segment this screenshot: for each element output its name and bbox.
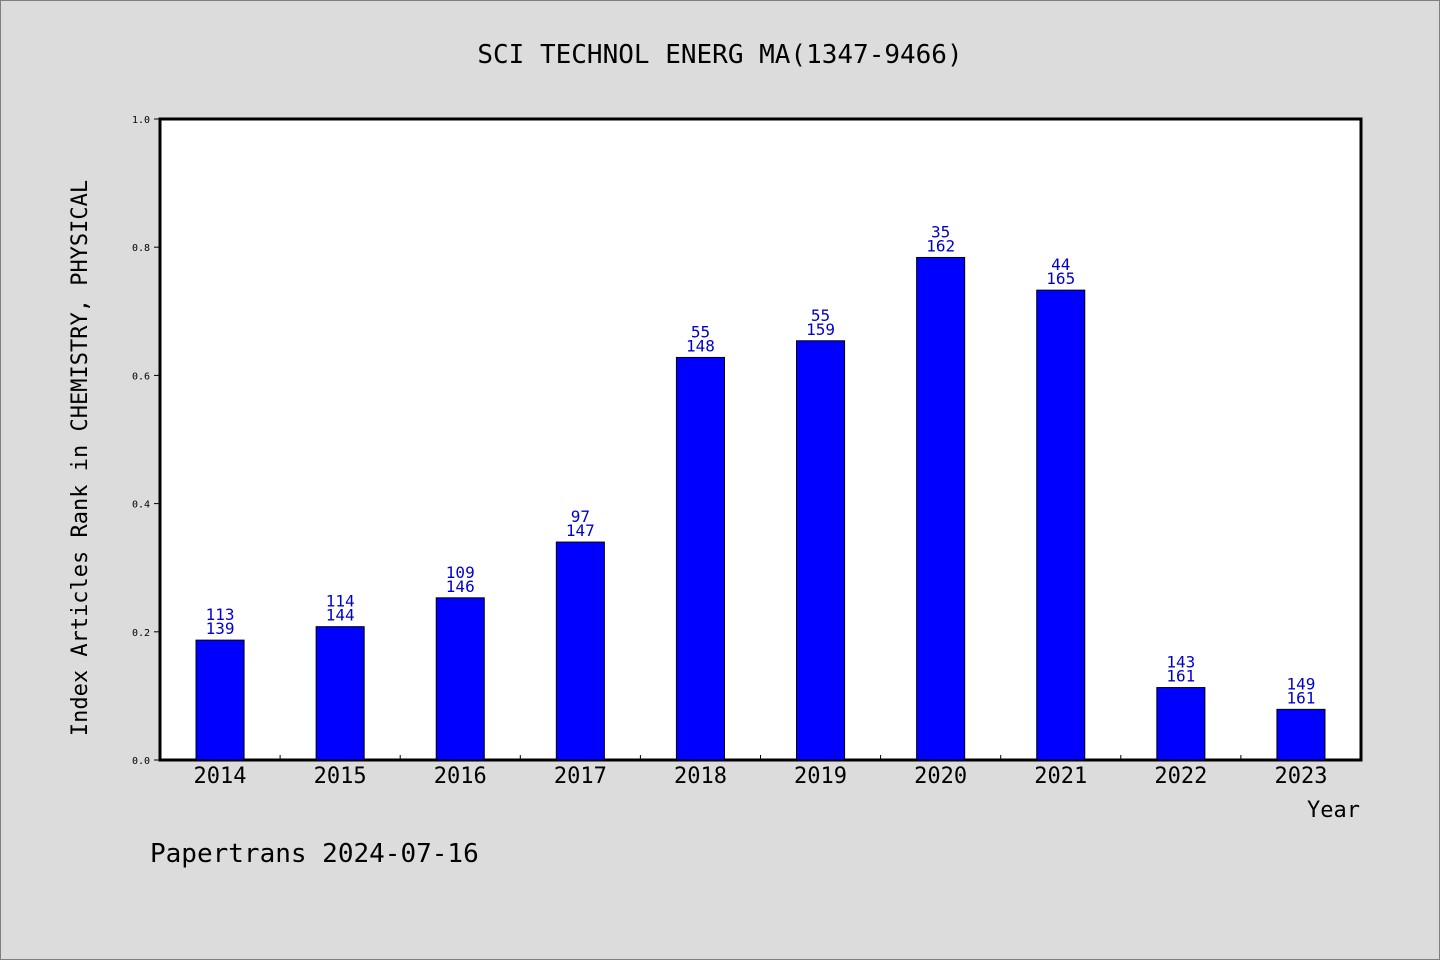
bar-label-top: 35 [931, 222, 950, 241]
bar [195, 639, 245, 761]
y-tick-label: 0.0 [132, 756, 150, 767]
bar-label-top: 114 [326, 592, 355, 611]
x-tick-label: 2021 [1034, 764, 1087, 789]
x-tick-label: 2019 [794, 764, 847, 789]
bar-label-bottom: 146 [446, 577, 475, 596]
bar-label-top: 55 [811, 306, 830, 325]
bar [555, 541, 605, 761]
bar-label-bottom: 139 [206, 619, 235, 638]
bar-label-bottom: 159 [806, 320, 835, 339]
bar [1036, 289, 1086, 761]
x-tick-label: 2017 [554, 764, 607, 789]
x-tick-label: 2016 [434, 764, 487, 789]
bar-label-top: 113 [206, 605, 235, 624]
x-axis-label: Year [1307, 798, 1360, 823]
y-tick-label: 0.2 [132, 628, 150, 639]
bar-label-top: 109 [446, 563, 475, 582]
bar [435, 597, 485, 761]
bar-label-bottom: 148 [686, 336, 715, 355]
bar [675, 356, 725, 761]
bar-series [195, 256, 1326, 761]
bar [796, 340, 846, 761]
y-tick-label: 0.6 [132, 371, 150, 382]
x-tick-label: 2015 [314, 764, 367, 789]
bar-label-top: 97 [571, 507, 590, 526]
bar [1276, 708, 1326, 761]
footer-text: Papertrans 2024-07-16 [150, 839, 479, 869]
data-labels: 1131391141441091469714755148551593516244… [206, 222, 1316, 707]
x-tick-label: 2023 [1274, 764, 1327, 789]
bar-label-top: 143 [1166, 653, 1195, 672]
x-tick-label: 2014 [194, 764, 247, 789]
x-tick-label: 2020 [914, 764, 967, 789]
y-tick-label: 0.8 [132, 243, 150, 254]
bar-label-top: 149 [1286, 674, 1315, 693]
x-tick-label: 2018 [674, 764, 727, 789]
bar-label-bottom: 161 [1286, 688, 1315, 707]
y-tick-label: 0.4 [132, 500, 150, 511]
y-axis: 0.0 0.2 0.4 0.6 0.8 1.0 [132, 115, 160, 767]
bar-label-bottom: 162 [926, 236, 955, 255]
x-axis: 2014 2015 2016 2017 2018 2019 2020 2021 2022 2023 [194, 755, 1327, 789]
bar [916, 256, 966, 761]
y-axis-label: Index Articles Rank in CHEMISTRY, PHYSIC… [68, 180, 93, 736]
bar-label-top: 55 [691, 322, 710, 341]
bar-label-top: 44 [1051, 255, 1070, 274]
bar [315, 626, 365, 761]
chart-title: SCI TECHNOL ENERG MA(1347-9466) [477, 40, 962, 70]
bar-label-bottom: 147 [566, 521, 595, 540]
bar-label-bottom: 165 [1046, 269, 1075, 288]
x-tick-label: 2022 [1154, 764, 1207, 789]
y-tick-label: 1.0 [132, 115, 150, 126]
bar-label-bottom: 144 [326, 606, 355, 625]
bar-label-bottom: 161 [1166, 667, 1195, 686]
bar [1156, 687, 1206, 761]
